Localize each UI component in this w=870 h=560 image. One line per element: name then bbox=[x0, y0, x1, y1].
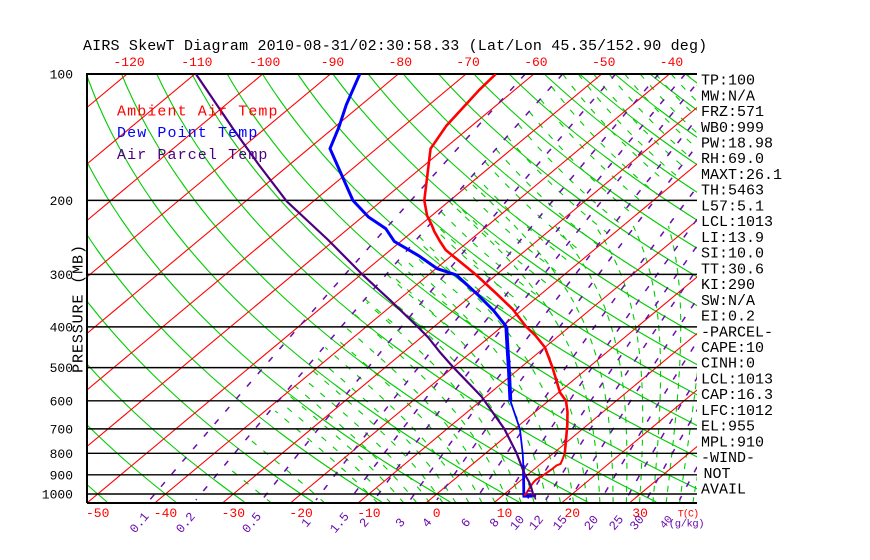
svg-text:EI:0.2: EI:0.2 bbox=[701, 309, 755, 326]
svg-text:LFC:1012: LFC:1012 bbox=[701, 403, 773, 420]
svg-text:RH:69.0: RH:69.0 bbox=[701, 151, 764, 168]
svg-text:FRZ:571: FRZ:571 bbox=[701, 104, 764, 121]
svg-text:-WIND-: -WIND- bbox=[701, 450, 755, 467]
svg-text:TT:30.6: TT:30.6 bbox=[701, 261, 764, 278]
svg-text:300: 300 bbox=[50, 268, 73, 283]
svg-text:200: 200 bbox=[50, 194, 73, 209]
svg-text:-110: -110 bbox=[181, 55, 212, 70]
svg-text:400: 400 bbox=[50, 320, 73, 335]
svg-text:700: 700 bbox=[50, 422, 73, 437]
svg-text:-40: -40 bbox=[660, 55, 683, 70]
svg-text:AIRS SkewT Diagram 2010-08-31/: AIRS SkewT Diagram 2010-08-31/02:30:58.3… bbox=[83, 38, 707, 55]
svg-text:PRESSURE (MB): PRESSURE (MB) bbox=[71, 244, 88, 373]
svg-text:SI:10.0: SI:10.0 bbox=[701, 246, 764, 263]
svg-text:10: 10 bbox=[497, 506, 513, 521]
svg-text:-50: -50 bbox=[592, 55, 615, 70]
svg-text:Air Parcel Temp: Air Parcel Temp bbox=[117, 147, 269, 164]
svg-text:CAP:16.3: CAP:16.3 bbox=[701, 387, 773, 404]
svg-text:-10: -10 bbox=[357, 506, 380, 521]
svg-text:30: 30 bbox=[632, 506, 648, 521]
svg-text:-40: -40 bbox=[154, 506, 177, 521]
svg-text:-70: -70 bbox=[456, 55, 479, 70]
svg-text:LCL:1013: LCL:1013 bbox=[701, 214, 773, 231]
svg-text:MPL:910: MPL:910 bbox=[701, 434, 764, 451]
svg-text:-PARCEL-: -PARCEL- bbox=[701, 324, 773, 341]
svg-text:-50: -50 bbox=[86, 506, 109, 521]
svg-text:CAPE:10: CAPE:10 bbox=[701, 340, 764, 357]
svg-text:0: 0 bbox=[433, 506, 441, 521]
svg-text:-60: -60 bbox=[524, 55, 547, 70]
svg-text:-100: -100 bbox=[249, 55, 280, 70]
svg-text:PW:18.98: PW:18.98 bbox=[701, 136, 773, 153]
svg-text:SW:N/A: SW:N/A bbox=[701, 293, 755, 310]
svg-text:20: 20 bbox=[564, 506, 580, 521]
svg-text:900: 900 bbox=[50, 468, 73, 483]
svg-text:EL:955: EL:955 bbox=[701, 419, 755, 436]
svg-text:Dew Point Temp: Dew Point Temp bbox=[117, 125, 258, 142]
svg-text:(g/kg): (g/kg) bbox=[669, 519, 704, 531]
svg-text:500: 500 bbox=[50, 361, 73, 376]
svg-text:100: 100 bbox=[50, 68, 73, 83]
svg-text:Ambient Air Temp: Ambient Air Temp bbox=[117, 104, 279, 121]
svg-text:T(C): T(C) bbox=[678, 509, 698, 521]
svg-text:L57:5.1: L57:5.1 bbox=[701, 198, 764, 215]
svg-text:-90: -90 bbox=[321, 55, 344, 70]
svg-text:-20: -20 bbox=[289, 506, 312, 521]
svg-text:800: 800 bbox=[50, 447, 73, 462]
svg-text:WB0:999: WB0:999 bbox=[701, 120, 764, 137]
svg-text:-80: -80 bbox=[389, 55, 412, 70]
svg-text:600: 600 bbox=[50, 394, 73, 409]
svg-text:AVAIL: AVAIL bbox=[701, 482, 746, 499]
svg-text:1000: 1000 bbox=[42, 488, 73, 503]
svg-text:-30: -30 bbox=[222, 506, 245, 521]
svg-text:TH:5463: TH:5463 bbox=[701, 183, 764, 200]
svg-text:LCL:1013: LCL:1013 bbox=[701, 372, 773, 389]
svg-text:NOT: NOT bbox=[704, 466, 731, 483]
svg-text:KI:290: KI:290 bbox=[701, 277, 755, 294]
svg-text:MW:N/A: MW:N/A bbox=[701, 88, 755, 105]
svg-text:LI:13.9: LI:13.9 bbox=[701, 230, 764, 247]
svg-text:CINH:0: CINH:0 bbox=[701, 356, 755, 373]
svg-text:TP:100: TP:100 bbox=[701, 73, 755, 90]
svg-text:-120: -120 bbox=[113, 55, 144, 70]
svg-text:MAXT:26.1: MAXT:26.1 bbox=[701, 167, 782, 184]
